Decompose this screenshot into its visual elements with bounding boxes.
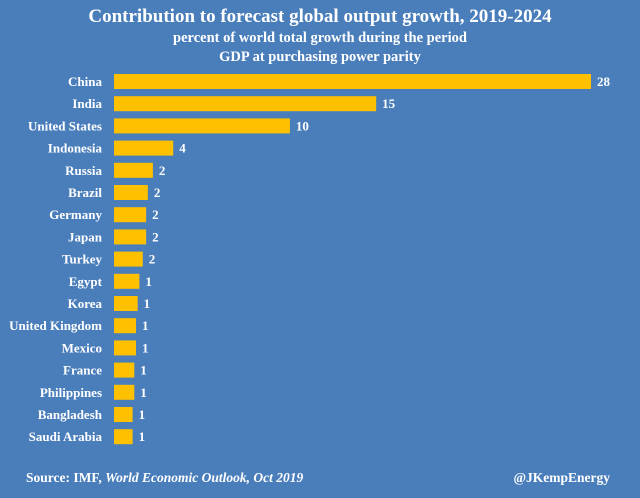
category-label-united-states: United States	[28, 118, 102, 133]
value-label-egypt: 1	[145, 274, 152, 289]
value-label-india: 15	[382, 96, 396, 111]
bar-egypt	[114, 273, 140, 289]
category-label-united-kingdom: United Kingdom	[9, 318, 102, 333]
category-label-china: China	[68, 74, 102, 89]
value-label-china: 28	[597, 74, 611, 89]
category-label-indonesia: Indonesia	[48, 141, 103, 156]
category-label-saudi-arabia: Saudi Arabia	[29, 429, 103, 444]
value-label-indonesia: 4	[179, 141, 186, 156]
value-label-turkey: 2	[149, 252, 156, 267]
bar-indonesia	[114, 140, 174, 156]
category-label-turkey: Turkey	[62, 252, 102, 267]
bar-united-states	[114, 118, 290, 134]
value-label-france: 1	[140, 363, 147, 378]
source-note: Source: IMF, World Economic Outlook, Oct…	[26, 470, 303, 486]
bar-germany	[114, 207, 147, 223]
value-label-bangladesh: 1	[139, 407, 146, 422]
value-label-brazil: 2	[154, 185, 161, 200]
category-label-korea: Korea	[68, 296, 103, 311]
bar-turkey	[114, 251, 143, 267]
category-label-france: France	[63, 363, 102, 378]
bar-china	[114, 74, 591, 89]
bar-russia	[114, 162, 153, 178]
bar-bangladesh	[114, 407, 133, 422]
value-label-philippines: 1	[140, 385, 147, 400]
bar-brazil	[114, 185, 148, 200]
bar-saudi-arabia	[114, 429, 133, 445]
bar-india	[114, 96, 377, 112]
chart-subtitle-line2: GDP at purchasing power parity	[219, 49, 421, 65]
category-label-brazil: Brazil	[68, 185, 102, 200]
category-label-bangladesh: Bangladesh	[38, 407, 103, 422]
category-label-mexico: Mexico	[62, 340, 102, 355]
category-label-russia: Russia	[65, 163, 102, 178]
source-publication: World Economic Outlook, Oct 2019	[105, 470, 304, 485]
bar-philippines	[114, 384, 135, 400]
value-label-japan: 2	[152, 229, 159, 244]
value-label-united-states: 10	[296, 118, 309, 133]
value-label-saudi-arabia: 1	[139, 429, 146, 444]
value-label-russia: 2	[159, 163, 166, 178]
bar-mexico	[114, 340, 136, 356]
bar-united-kingdom	[114, 318, 136, 334]
category-label-egypt: Egypt	[69, 274, 103, 289]
value-label-united-kingdom: 1	[142, 318, 149, 333]
author-credit: @JKempEnergy	[513, 470, 610, 485]
bar-korea	[114, 296, 138, 311]
source-prefix: Source: IMF,	[26, 470, 106, 485]
category-label-germany: Germany	[49, 207, 102, 222]
bar-france	[114, 362, 135, 378]
bar-japan	[114, 229, 147, 245]
category-label-philippines: Philippines	[40, 385, 102, 400]
chart-title: Contribution to forecast global output g…	[88, 6, 552, 27]
category-label-india: India	[72, 96, 102, 111]
category-label-japan: Japan	[68, 229, 103, 244]
value-label-korea: 1	[144, 296, 151, 311]
chart-subtitle-line1: percent of world total growth during the…	[173, 30, 467, 46]
value-label-mexico: 1	[142, 340, 149, 355]
value-label-germany: 2	[152, 207, 159, 222]
